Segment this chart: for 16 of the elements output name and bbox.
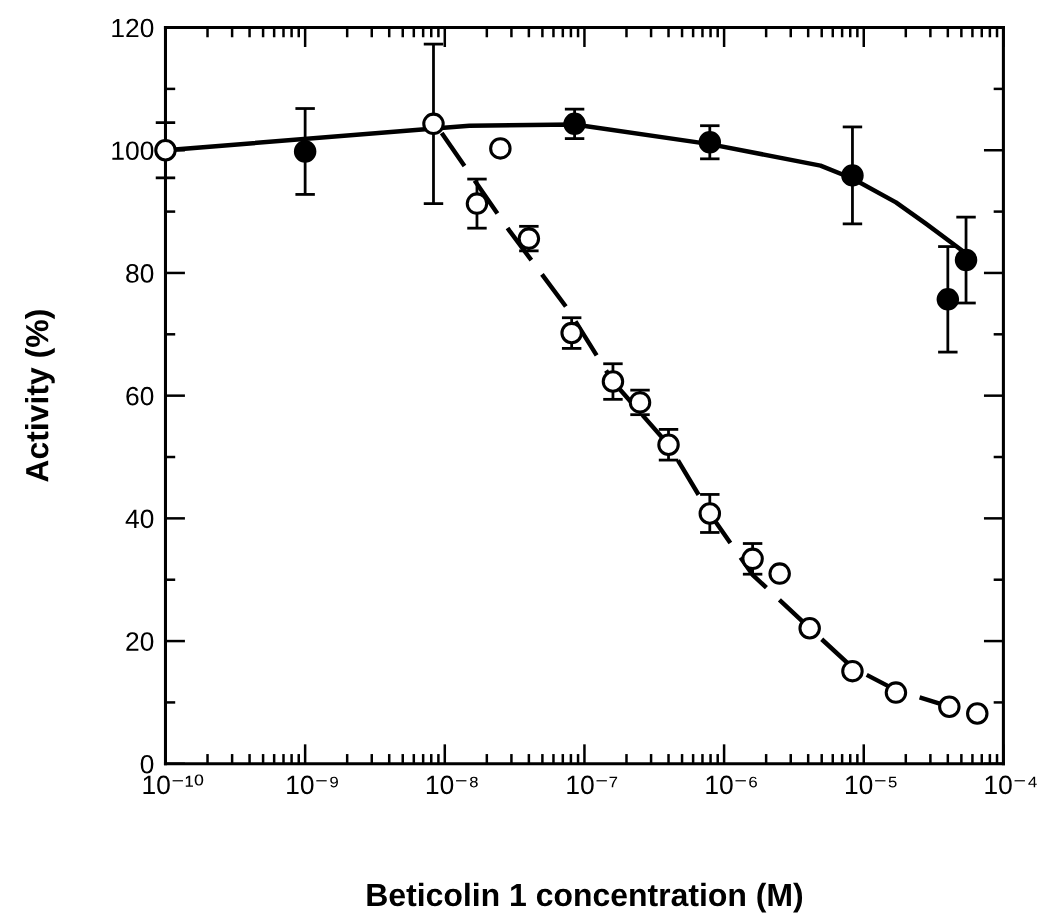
y-axis-title: Activity (%) xyxy=(25,310,55,482)
y-tick-label: 120 xyxy=(112,18,154,38)
x-tick-label: 10⁻⁹ xyxy=(287,775,338,795)
y-tick-label: 20 xyxy=(126,632,154,651)
y-tick-label: 60 xyxy=(126,386,154,406)
x-tick-label: 10⁻⁸ xyxy=(426,775,478,795)
x-tick-label: 10⁻⁶ xyxy=(706,775,757,795)
y-tick-label: 100 xyxy=(112,141,154,161)
x-tick-label: 10⁻⁵ xyxy=(845,775,897,795)
y-tick-label: 0 xyxy=(140,754,154,774)
x-tick-label: 10⁻¹⁰ xyxy=(143,774,204,795)
y-tick-label: 40 xyxy=(125,509,154,529)
x-tick-label: 10⁻⁴ xyxy=(985,775,1037,795)
y-tick-label: 80 xyxy=(126,264,154,283)
x-axis-title: Beticolin 1 concentration (M) xyxy=(367,882,803,913)
x-tick-label: 10⁻⁷ xyxy=(567,775,618,795)
